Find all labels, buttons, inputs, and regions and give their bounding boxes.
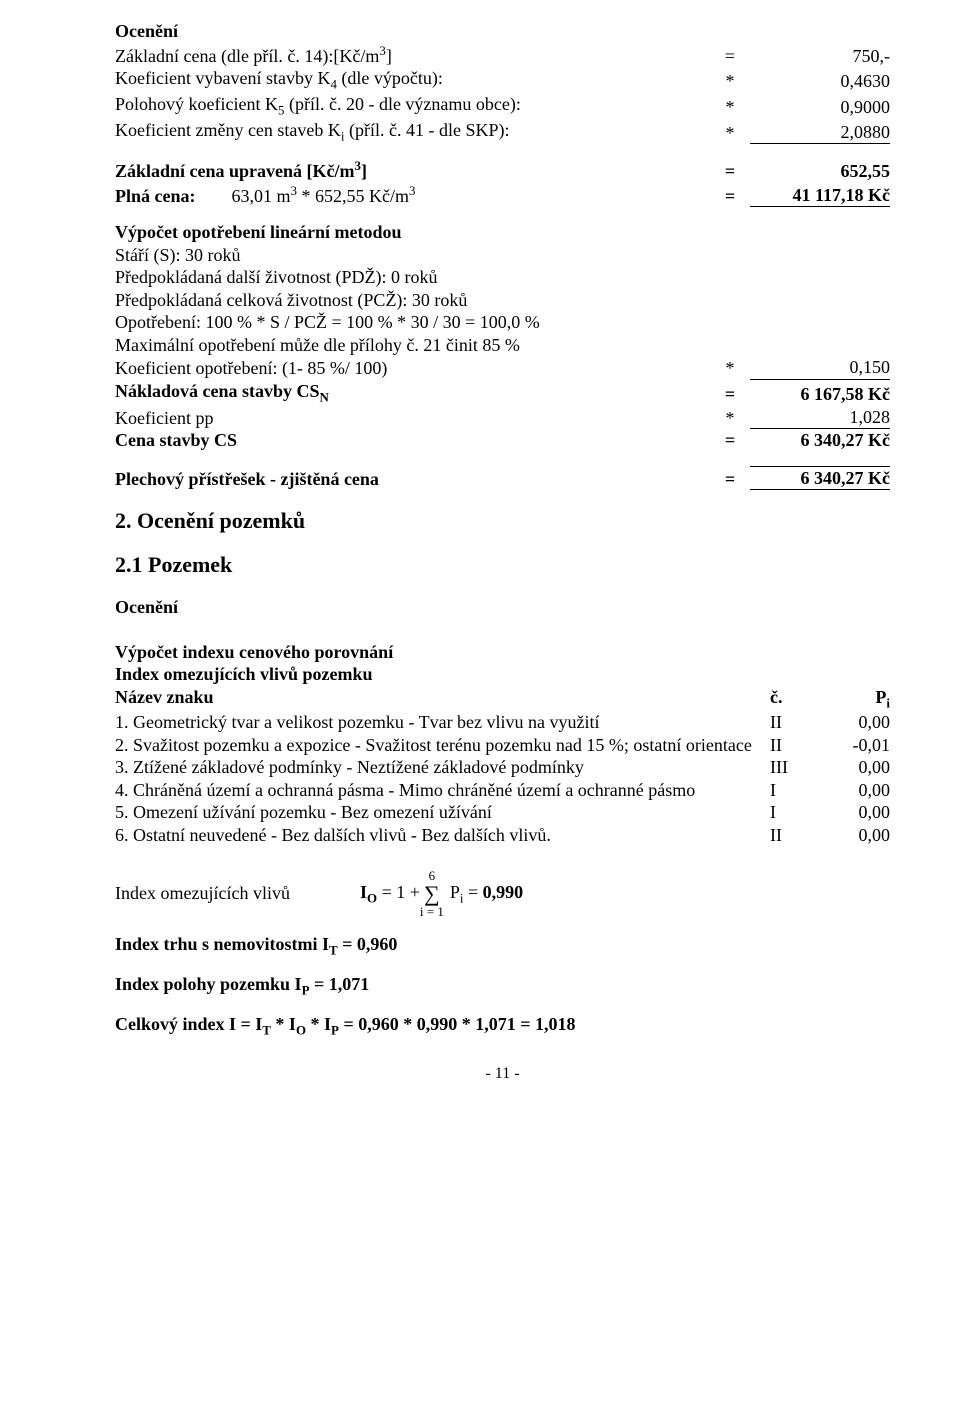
row-cena-stavby: Cena stavby CS = 6 340,27 Kč (115, 429, 890, 452)
row-k4: Koeficient vybavení stavby K4 (dle výpoč… (115, 67, 890, 93)
row-ki: Koeficient změny cen staveb Ki (příl. č.… (115, 119, 890, 145)
section-title-oceneni: Ocenění (115, 20, 890, 43)
io-formula: Index omezujících vlivů IO = 1 + 6 ∑ i =… (115, 868, 890, 919)
ip-line: Index polohy pozemku IP = 1,071 (115, 973, 890, 999)
index-item-4: 4. Chráněná území a ochranná pásma - Mim… (115, 779, 890, 802)
vypocet-indexu-title: Výpočet indexu cenového porovnání (115, 641, 890, 664)
index-item-6: 6. Ostatní neuvedené - Bez dalších vlivů… (115, 824, 890, 847)
heading-oceneni-pozemku: 2. Ocenění pozemků (115, 508, 890, 534)
row-base-price: Základní cena (dle příl. č. 14):[Kč/m3] … (115, 43, 890, 68)
row-upravena: Základní cena upravená [Kč/m3] = 652,55 (115, 158, 890, 183)
life-line-1: Stáří (S): 30 roků (115, 244, 890, 267)
vypocet-title: Výpočet opotřebení lineární metodou (115, 221, 890, 244)
life-line-2: Předpokládaná další životnost (PDŽ): 0 r… (115, 266, 890, 289)
page-number: - 11 - (115, 1065, 890, 1083)
section-title-oceneni-2: Ocenění (115, 596, 890, 619)
heading-pozemek: 2.1 Pozemek (115, 552, 890, 578)
it-line: Index trhu s nemovitostmi IT = 0,960 (115, 933, 890, 959)
index-header: Název znaku č. Pi (115, 686, 890, 712)
row-koeficient-opotrebeni: Koeficient opotřebení: (1- 85 %/ 100) * … (115, 356, 890, 380)
index-item-2: 2. Svažitost pozemku a expozice - Svažit… (115, 734, 890, 757)
index-item-5: 5. Omezení užívání pozemku - Bez omezení… (115, 801, 890, 824)
row-nakladova-cena: Nákladová cena stavby CSN = 6 167,58 Kč (115, 380, 890, 406)
life-line-3: Předpokládaná celková životnost (PCŽ): 3… (115, 289, 890, 312)
final-index-line: Celkový index I = IT * IO * IP = 0,960 *… (115, 1013, 890, 1039)
row-koeficient-pp: Koeficient pp * 1,028 (115, 406, 890, 430)
life-line-4: Opotřebení: 100 % * S / PCŽ = 100 % * 30… (115, 311, 890, 334)
row-final-pristresek: Plechový přístřešek - zjištěná cena = 6 … (115, 466, 890, 491)
row-plna-cena: Plná cena: 63,01 m3 * 652,55 Kč/m3 = 41 … (115, 183, 890, 208)
row-k5: Polohový koeficient K5 (příl. č. 20 - dl… (115, 93, 890, 119)
life-line-5: Maximální opotřebení může dle přílohy č.… (115, 334, 890, 357)
index-omezujicich-title: Index omezujících vlivů pozemku (115, 663, 890, 686)
index-item-1: 1. Geometrický tvar a velikost pozemku -… (115, 711, 890, 734)
index-item-3: 3. Ztížené základové podmínky - Neztížen… (115, 756, 890, 779)
